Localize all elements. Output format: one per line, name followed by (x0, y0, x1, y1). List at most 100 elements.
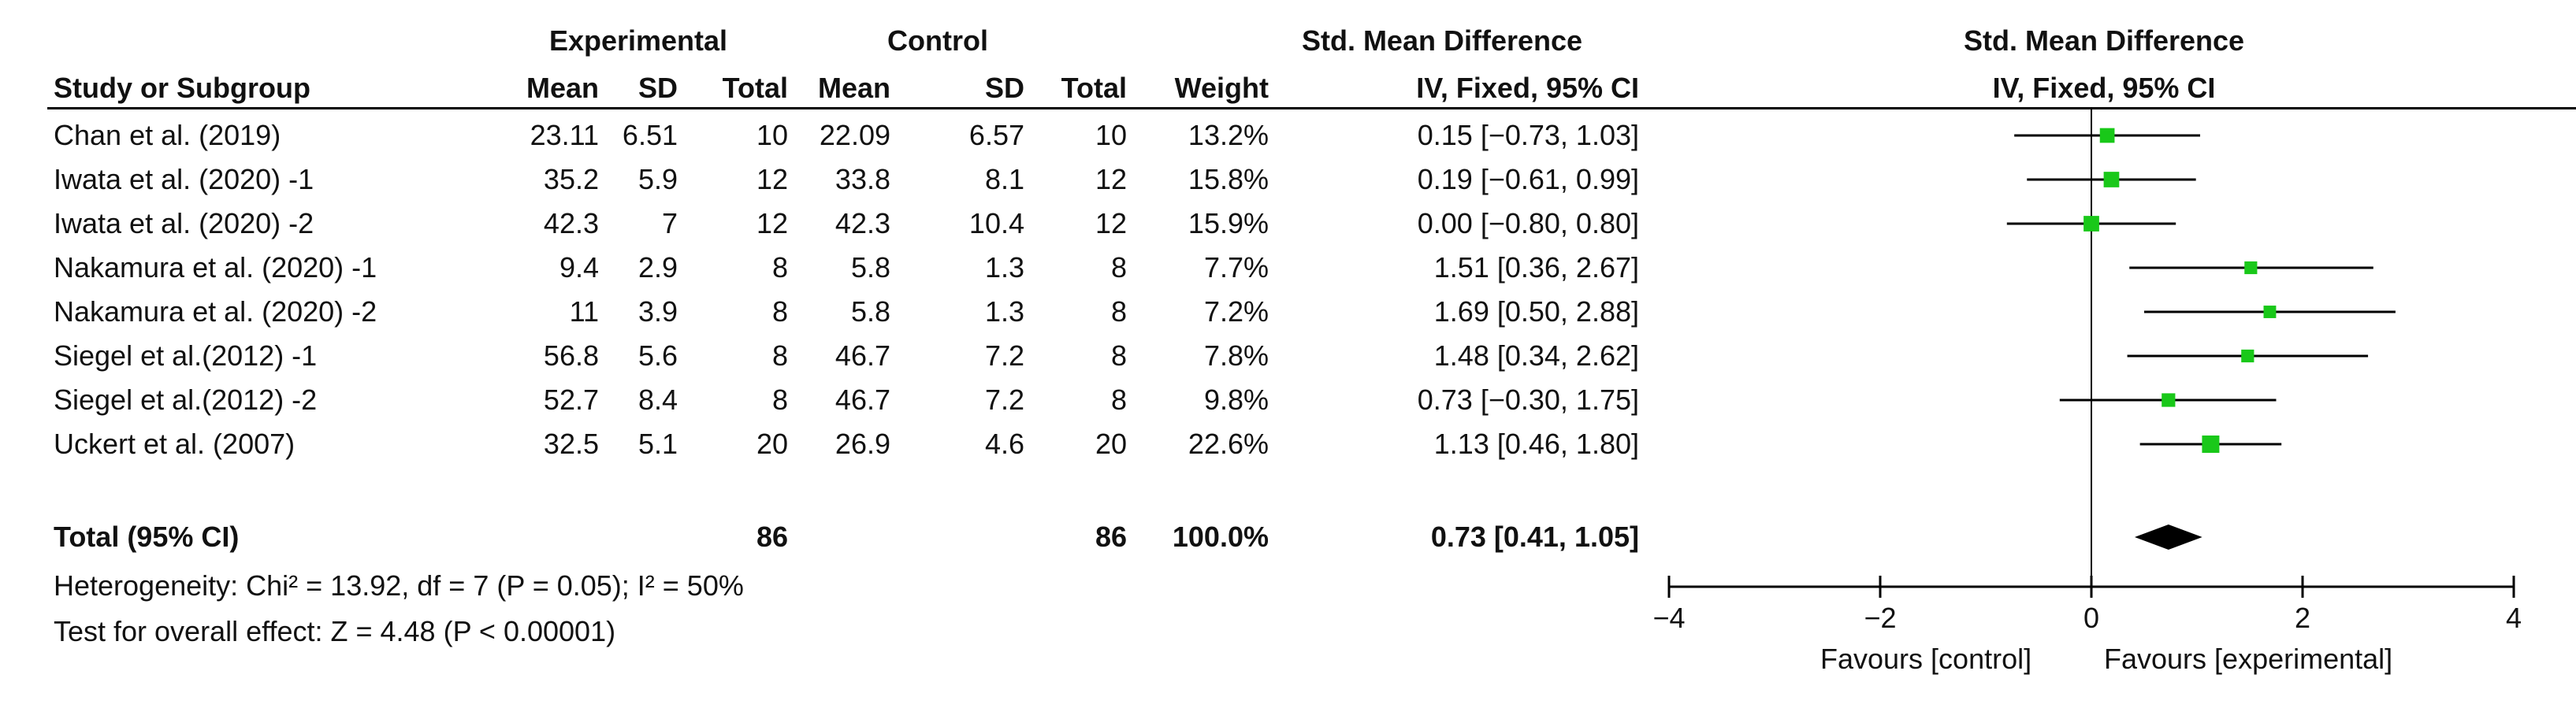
exp-mean: 52.7 (543, 384, 599, 416)
col-exp-sd-header: SD (637, 72, 678, 104)
exp-mean: 11 (569, 295, 599, 328)
study-name: Uckert et al. (2007) (54, 428, 296, 460)
effect-measure-header: Std. Mean Difference (1301, 24, 1583, 57)
exp-sd: 6.51 (622, 119, 678, 151)
weight: 13.2% (1188, 119, 1269, 151)
col-exp-total-header: Total (722, 72, 788, 104)
favours-experimental-label: Favours [experimental] (2104, 643, 2393, 675)
table-row: Uckert et al. (2007) 32.5 5.1 20 26.9 4.… (0, 427, 1655, 461)
table-row: Siegel et al.(2012) -1 56.8 5.6 8 46.7 7… (0, 339, 1655, 373)
col-ci-header: IV, Fixed, 95% CI (1416, 72, 1639, 104)
favours-control-label: Favours [control] (1820, 643, 2032, 675)
study-name: Nakamura et al. (2020) -1 (54, 251, 377, 284)
effect-marker (2103, 172, 2120, 187)
table-row: Siegel et al.(2012) -2 52.7 8.4 8 46.7 7… (0, 383, 1655, 417)
weight: 7.2% (1203, 295, 1269, 328)
ctl-total: 10 (1095, 119, 1127, 151)
ctl-sd: 7.2 (984, 339, 1024, 372)
total-weight: 100.0% (1172, 521, 1269, 553)
total-label: Total (95% CI) (54, 521, 240, 553)
ctl-sd: 10.4 (968, 207, 1024, 239)
ctl-total: 8 (1110, 251, 1127, 284)
effect-marker (2263, 306, 2277, 318)
table-row: Chan et al. (2019) 23.11 6.51 10 22.09 6… (0, 118, 1655, 153)
exp-sd: 5.6 (637, 339, 678, 372)
exp-sd: 8.4 (637, 384, 678, 416)
study-name: Iwata et al. (2020) -2 (54, 207, 314, 239)
ctl-total: 12 (1095, 163, 1127, 195)
effect-marker (2244, 261, 2258, 275)
overall-effect-text: Test for overall effect: Z = 4.48 (P < 0… (54, 615, 616, 647)
table-row: Nakamura et al. (2020) -2 11 3.9 8 5.8 1… (0, 295, 1655, 329)
ctl-sd: 4.6 (984, 428, 1024, 460)
ctl-total: 8 (1110, 384, 1127, 416)
x-tick-label: 4 (2506, 602, 2522, 634)
effect-marker (2241, 349, 2254, 363)
x-tick-label: −4 (1652, 602, 1685, 634)
x-tick-label: 2 (2295, 602, 2310, 634)
exp-total: 10 (756, 119, 788, 151)
col-study-header: Study or Subgroup (54, 72, 310, 104)
col-ctl-sd-header: SD (984, 72, 1024, 104)
effect-ci: 1.13 [0.46, 1.80] (1433, 428, 1639, 460)
experimental-group-header: Experimental (548, 24, 728, 57)
exp-total: 8 (771, 384, 788, 416)
exp-mean: 32.5 (543, 428, 599, 460)
exp-sd: 5.9 (637, 163, 678, 195)
col-ctl-total-header: Total (1061, 72, 1127, 104)
study-name: Siegel et al.(2012) -2 (54, 384, 318, 416)
total-ctl-n: 86 (1095, 521, 1127, 553)
exp-mean: 35.2 (543, 163, 599, 195)
ctl-sd: 7.2 (984, 384, 1024, 416)
exp-total: 8 (771, 251, 788, 284)
effect-marker (2083, 216, 2099, 232)
header-rule (47, 107, 2576, 109)
pooled-diamond (2134, 525, 2202, 550)
ctl-total: 8 (1110, 295, 1127, 328)
table-row: Iwata et al. (2020) -1 35.2 5.9 12 33.8 … (0, 162, 1655, 197)
ctl-mean: 46.7 (835, 339, 890, 372)
exp-total: 8 (771, 295, 788, 328)
study-name: Iwata et al. (2020) -1 (54, 163, 314, 195)
total-ci: 0.73 [0.41, 1.05] (1430, 521, 1639, 553)
study-name: Chan et al. (2019) (54, 119, 281, 151)
weight: 15.8% (1188, 163, 1269, 195)
study-name: Nakamura et al. (2020) -2 (54, 295, 377, 328)
effect-ci: 0.19 [−0.61, 0.99] (1417, 163, 1639, 195)
effect-ci: 1.51 [0.36, 2.67] (1433, 251, 1639, 284)
effect-ci: 0.15 [−0.73, 1.03] (1417, 119, 1639, 151)
x-tick-label: 0 (2083, 602, 2099, 634)
exp-mean: 56.8 (543, 339, 599, 372)
col-ctl-mean-header: Mean (817, 72, 890, 104)
effect-marker (2162, 393, 2176, 407)
ctl-mean: 26.9 (835, 428, 890, 460)
ctl-total: 20 (1095, 428, 1127, 460)
effect-ci: 0.00 [−0.80, 0.80] (1417, 207, 1639, 239)
control-group-header: Control (887, 24, 988, 57)
ctl-mean: 5.8 (850, 295, 890, 328)
ctl-mean: 22.09 (819, 119, 890, 151)
ctl-mean: 33.8 (835, 163, 890, 195)
exp-mean: 42.3 (543, 207, 599, 239)
ctl-total: 12 (1095, 207, 1127, 239)
exp-sd: 3.9 (637, 295, 678, 328)
ctl-sd: 1.3 (984, 251, 1024, 284)
ctl-sd: 8.1 (984, 163, 1024, 195)
effect-marker (2099, 128, 2115, 143)
table-row: Nakamura et al. (2020) -1 9.4 2.9 8 5.8 … (0, 250, 1655, 285)
table-row: Iwata et al. (2020) -2 42.3 7 12 42.3 10… (0, 206, 1655, 241)
weight: 15.9% (1188, 207, 1269, 239)
effect-ci: 1.69 [0.50, 2.88] (1433, 295, 1639, 328)
exp-total: 12 (756, 207, 788, 239)
study-name: Siegel et al.(2012) -1 (54, 339, 318, 372)
weight: 7.7% (1203, 251, 1269, 284)
effect-ci: 1.48 [0.34, 2.62] (1433, 339, 1639, 372)
ctl-total: 8 (1110, 339, 1127, 372)
exp-total: 20 (756, 428, 788, 460)
weight: 22.6% (1188, 428, 1269, 460)
weight: 7.8% (1203, 339, 1269, 372)
weight: 9.8% (1203, 384, 1269, 416)
x-tick-label: −2 (1864, 602, 1896, 634)
exp-total: 12 (756, 163, 788, 195)
